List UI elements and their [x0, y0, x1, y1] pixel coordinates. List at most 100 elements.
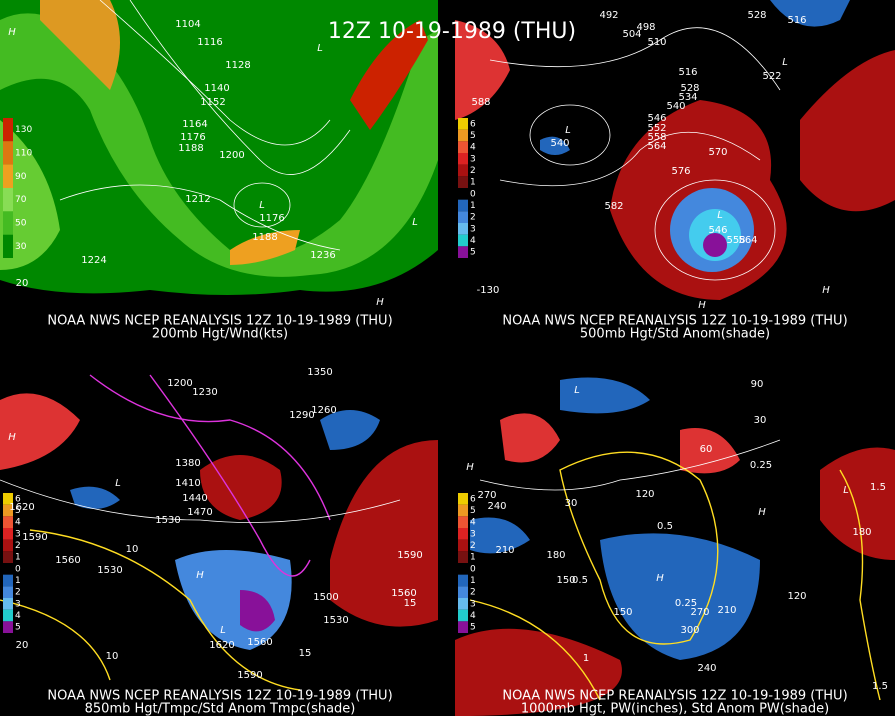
contour-label: 564 [738, 235, 757, 246]
map-title: 12Z 10-19-1989 (THU) [328, 19, 576, 44]
contour-label: 150 [556, 575, 575, 586]
legend-label: 6 [15, 494, 21, 504]
legend-swatch [458, 551, 468, 563]
contour-label: 240 [487, 501, 506, 512]
legend-label: 3 [15, 529, 21, 539]
contour-label: 522 [762, 71, 781, 82]
panel-1000mb [455, 377, 895, 716]
contour-label: 1 [583, 653, 589, 664]
legend-label: 4 [470, 518, 476, 528]
contour-label: 15 [299, 648, 312, 659]
panel-source: NOAA NWS NCEP REANALYSIS 12Z 10-19-1989 … [502, 314, 847, 329]
contour-label: 576 [671, 166, 690, 177]
contour-label: 150 [613, 607, 632, 618]
contour-label: 1152 [200, 97, 225, 108]
contour-label: 1200 [219, 150, 244, 161]
legend-label: 50 [15, 219, 27, 229]
legend-label: 3 [470, 154, 476, 164]
legend-label: 1 [15, 576, 21, 586]
contour-label: 1620 [9, 502, 34, 513]
pressure-center: L [115, 478, 121, 489]
legend-swatch [458, 188, 468, 200]
contour-label: 1.5 [872, 681, 888, 692]
contour-label: 1188 [252, 232, 277, 243]
contour-label: 20 [16, 278, 29, 289]
contour-label: 492 [599, 10, 618, 21]
legend-label: 130 [15, 125, 32, 135]
pressure-center: H [698, 300, 706, 311]
legend-label: 6 [470, 494, 476, 504]
pressure-center: L [259, 200, 265, 211]
legend-swatch [458, 234, 468, 247]
contour-label: 1200 [167, 378, 192, 389]
legend-swatch [3, 586, 13, 598]
legend-swatch [458, 528, 468, 540]
pressure-center: L [565, 125, 571, 136]
legend-swatch [458, 164, 468, 177]
contour-label: 516 [787, 15, 806, 26]
contour-label: 15 [404, 598, 417, 609]
contour-label: 270 [477, 490, 496, 501]
legend-label: 30 [15, 242, 27, 252]
legend-swatch [3, 551, 13, 563]
contour-label: 510 [647, 37, 666, 48]
contour-label: 1188 [178, 143, 203, 154]
legend-label: 5 [470, 623, 476, 633]
contour-label: 210 [495, 545, 514, 556]
legend-swatch [458, 598, 468, 610]
legend-label: 2 [470, 166, 476, 176]
contour-label: 90 [751, 379, 764, 390]
legend-swatch [3, 574, 13, 587]
contour-label: 534 [678, 92, 697, 103]
legend-swatch [458, 504, 468, 517]
contour-label: 1410 [175, 478, 200, 489]
contour-label: 1530 [155, 515, 180, 526]
legend-label: 110 [15, 149, 32, 159]
contour-label: 1116 [197, 37, 222, 48]
legend-label: 1 [470, 576, 476, 586]
legend-swatch [458, 246, 468, 258]
contour-label: 1212 [185, 194, 210, 205]
contour-label: 1350 [307, 367, 332, 378]
legend-label: 4 [15, 518, 21, 528]
legend-swatch [458, 211, 468, 223]
legend-swatch [458, 176, 468, 188]
pressure-center: H [8, 27, 16, 38]
contour-label: 1260 [311, 405, 336, 416]
legend-label: 0 [470, 564, 476, 574]
pressure-center: H [8, 432, 16, 443]
contour-label: 516 [678, 67, 697, 78]
legend-label: 2 [15, 588, 21, 598]
legend-label: 90 [15, 172, 27, 182]
pressure-center: L [782, 57, 788, 68]
legend-swatch [3, 598, 13, 610]
legend-swatch [3, 211, 13, 235]
legend-swatch [3, 504, 13, 517]
pressure-center: H [196, 570, 204, 581]
legend-swatch [458, 574, 468, 587]
contour-label: 0.25 [675, 598, 697, 609]
legend-label: 3 [15, 599, 21, 609]
contour-label: 1104 [175, 19, 200, 30]
legend-swatch [458, 621, 468, 633]
pressure-center: L [843, 485, 849, 496]
pressure-center: L [412, 217, 418, 228]
panel-source: NOAA NWS NCEP REANALYSIS 12Z 10-19-1989 … [47, 689, 392, 704]
legend-swatch [458, 516, 468, 528]
legend-swatch [3, 141, 13, 165]
legend-label: 5 [470, 131, 476, 141]
legend-swatch [458, 153, 468, 165]
contour-label: 300 [680, 625, 699, 636]
legend-label: 3 [470, 599, 476, 609]
panel-caption: 1000mb Hgt, PW(inches), Std Anom PW(shad… [521, 702, 829, 716]
contour-label: 120 [787, 591, 806, 602]
legend-swatch [3, 188, 13, 212]
contour-label: 1530 [97, 565, 122, 576]
legend-swatch [458, 493, 468, 505]
contour-label: 528 [747, 10, 766, 21]
legend-label: 3 [470, 529, 476, 539]
legend-label: 1 [470, 178, 476, 188]
contour-label: 1590 [237, 670, 262, 681]
panel-source: NOAA NWS NCEP REANALYSIS 12Z 10-19-1989 … [47, 314, 392, 329]
